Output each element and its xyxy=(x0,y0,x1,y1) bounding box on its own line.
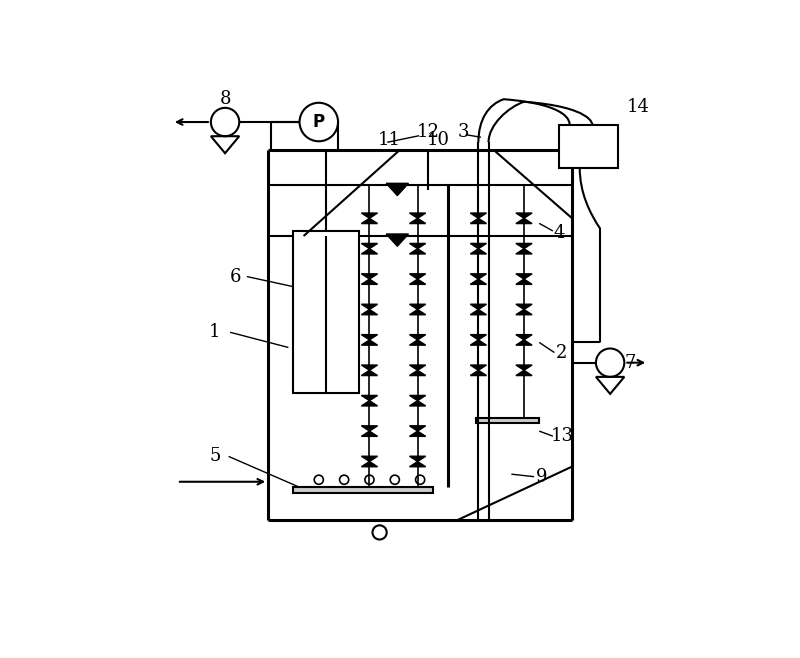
Polygon shape xyxy=(386,234,409,246)
Polygon shape xyxy=(410,340,426,345)
Polygon shape xyxy=(410,218,426,224)
Polygon shape xyxy=(410,370,426,376)
Bar xyxy=(559,124,618,168)
Polygon shape xyxy=(410,426,426,431)
Text: 14: 14 xyxy=(626,98,650,116)
Polygon shape xyxy=(516,279,532,284)
Polygon shape xyxy=(470,279,486,284)
Bar xyxy=(294,487,433,493)
Polygon shape xyxy=(362,335,378,340)
Polygon shape xyxy=(362,279,378,284)
Polygon shape xyxy=(362,218,378,224)
Bar xyxy=(294,231,359,393)
Text: 4: 4 xyxy=(554,224,565,243)
Polygon shape xyxy=(410,213,426,218)
Polygon shape xyxy=(470,365,486,370)
Polygon shape xyxy=(362,370,378,376)
Polygon shape xyxy=(410,243,426,249)
Text: 7: 7 xyxy=(625,354,636,372)
Polygon shape xyxy=(410,279,426,284)
Polygon shape xyxy=(516,335,532,340)
Polygon shape xyxy=(410,401,426,406)
Polygon shape xyxy=(516,309,532,315)
Polygon shape xyxy=(362,213,378,218)
Polygon shape xyxy=(470,243,486,249)
Polygon shape xyxy=(470,249,486,254)
Text: 10: 10 xyxy=(426,131,450,149)
Text: 8: 8 xyxy=(219,90,231,108)
Polygon shape xyxy=(516,249,532,254)
Text: 12: 12 xyxy=(416,123,439,141)
Polygon shape xyxy=(470,370,486,376)
Polygon shape xyxy=(516,370,532,376)
Polygon shape xyxy=(362,456,378,461)
Polygon shape xyxy=(410,431,426,436)
Polygon shape xyxy=(362,274,378,279)
Polygon shape xyxy=(362,340,378,345)
Polygon shape xyxy=(362,426,378,431)
Polygon shape xyxy=(362,401,378,406)
Polygon shape xyxy=(470,335,486,340)
Polygon shape xyxy=(516,340,532,345)
Polygon shape xyxy=(362,309,378,315)
Text: 3: 3 xyxy=(458,123,469,141)
Polygon shape xyxy=(362,304,378,309)
Polygon shape xyxy=(362,461,378,467)
Bar xyxy=(476,418,539,424)
Polygon shape xyxy=(516,365,532,370)
Polygon shape xyxy=(516,213,532,218)
Polygon shape xyxy=(410,395,426,401)
Polygon shape xyxy=(410,365,426,370)
Polygon shape xyxy=(362,243,378,249)
Polygon shape xyxy=(410,274,426,279)
Text: 9: 9 xyxy=(536,468,547,486)
Polygon shape xyxy=(516,274,532,279)
Polygon shape xyxy=(470,218,486,224)
Polygon shape xyxy=(410,461,426,467)
Polygon shape xyxy=(362,431,378,436)
Text: 5: 5 xyxy=(210,447,221,465)
Text: 2: 2 xyxy=(556,343,568,361)
Text: 6: 6 xyxy=(230,268,241,286)
Polygon shape xyxy=(516,304,532,309)
Text: 11: 11 xyxy=(378,131,402,149)
Polygon shape xyxy=(410,335,426,340)
Polygon shape xyxy=(362,395,378,401)
Polygon shape xyxy=(470,274,486,279)
Polygon shape xyxy=(516,218,532,224)
Text: P: P xyxy=(313,113,325,131)
Polygon shape xyxy=(516,243,532,249)
Polygon shape xyxy=(410,309,426,315)
Polygon shape xyxy=(470,213,486,218)
Polygon shape xyxy=(410,249,426,254)
Polygon shape xyxy=(362,249,378,254)
Polygon shape xyxy=(470,304,486,309)
Polygon shape xyxy=(362,365,378,370)
Text: 1: 1 xyxy=(209,323,221,342)
Polygon shape xyxy=(470,340,486,345)
Polygon shape xyxy=(386,184,409,195)
Text: 13: 13 xyxy=(550,427,574,445)
Polygon shape xyxy=(410,456,426,461)
Polygon shape xyxy=(410,304,426,309)
Polygon shape xyxy=(470,309,486,315)
